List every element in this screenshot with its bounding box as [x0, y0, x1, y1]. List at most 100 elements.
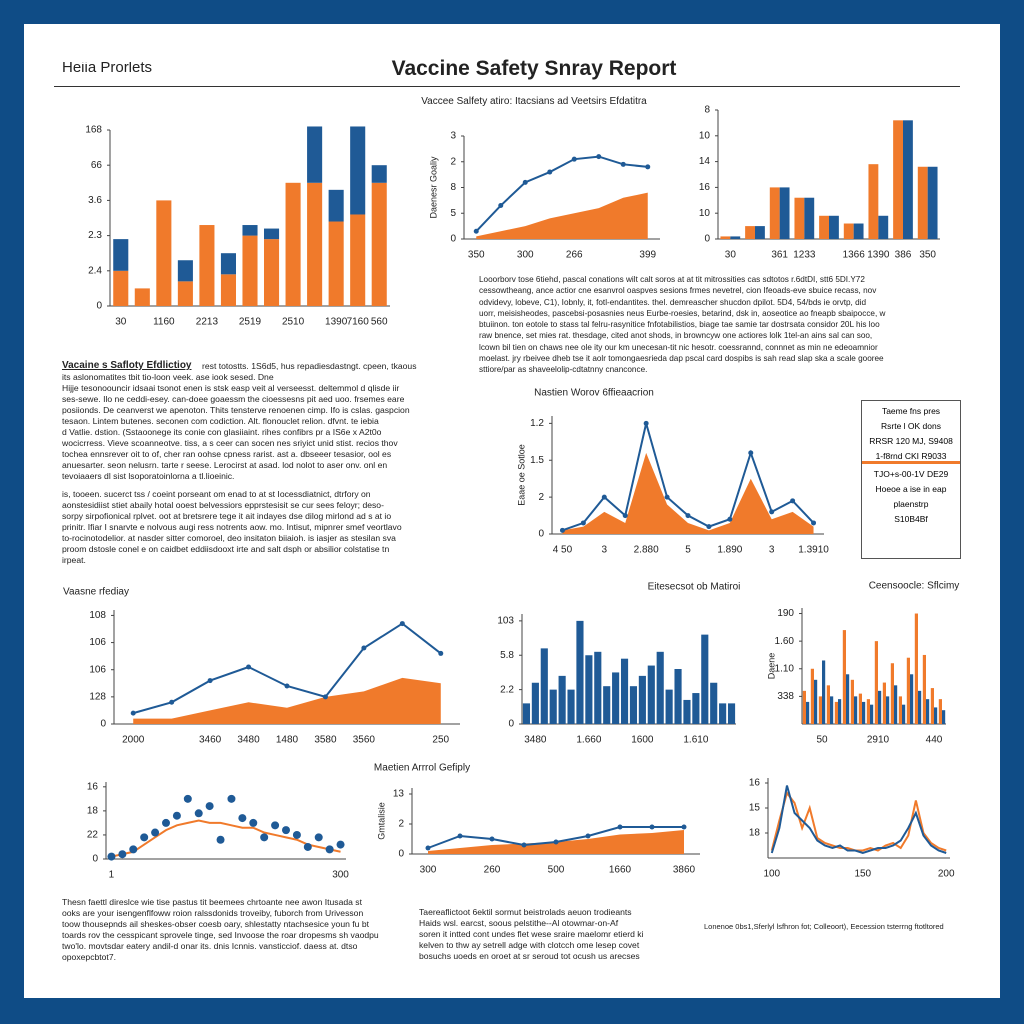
bar: [898, 696, 902, 724]
bar: [350, 214, 366, 306]
point: [580, 520, 586, 526]
point: [706, 524, 712, 530]
text-line: ooks are your isengenflfoww roion ralssd…: [62, 908, 364, 918]
bar: [838, 699, 842, 724]
x-tick-label: 50: [816, 735, 828, 746]
x-tick-label: 260: [484, 865, 501, 876]
text-line: btuiinon. ton eotole to stass tal felru-…: [479, 320, 880, 330]
bar: [531, 682, 539, 724]
x-tick-label: 2519: [239, 317, 262, 328]
point: [282, 826, 290, 835]
bar: [701, 634, 709, 724]
bar: [842, 630, 846, 724]
point: [643, 420, 649, 426]
bar: [522, 703, 531, 724]
text-line: ses-sewe. Ilo ne ceddi-esey. can-doee go…: [62, 394, 405, 404]
text-line: Looorborv tose 6tiehd, pascal conations …: [479, 275, 865, 284]
bar: [745, 226, 755, 239]
bar: [914, 613, 918, 724]
text-line: Rsrte l OK dons: [881, 421, 941, 431]
text-line: its aslonomatites tbit tio-loon veek. as…: [62, 372, 274, 382]
x-tick-label: 1: [109, 870, 115, 881]
y-tick-label: 2: [450, 156, 456, 167]
x-tick-label: 30: [725, 250, 737, 261]
point: [227, 794, 236, 803]
y-tick-label: 2: [538, 492, 544, 503]
point: [322, 694, 328, 700]
y-tick-label: 10: [699, 208, 711, 219]
point: [585, 833, 591, 839]
x-tick-label: 3560: [353, 735, 376, 746]
bar: [113, 239, 129, 271]
point: [303, 842, 312, 851]
bar: [683, 699, 691, 724]
point: [249, 818, 258, 827]
y-tick-label: 16: [87, 781, 99, 792]
text-line: RRSR 120 MJ, S9408: [869, 436, 953, 446]
text-line: posiionds. De ceanverst we apenoton. Thi…: [62, 405, 410, 415]
x-tick-label: 2910: [867, 735, 890, 746]
legend-box: Taeme fns pres Rsrte l OK dons RRSR 120 MJ…: [861, 400, 961, 559]
y-tick-label: 0: [538, 529, 544, 540]
y-tick-label: 18: [749, 828, 761, 839]
bar: [927, 166, 938, 239]
y-tick-label: 66: [91, 160, 103, 171]
point: [140, 833, 149, 842]
point: [151, 828, 160, 837]
x-tick-label: 350: [468, 250, 485, 261]
caption: Lonenoe 0bs1,Sferlyl lsfhron fot; Colleo…: [704, 921, 964, 932]
point: [130, 710, 136, 716]
point: [645, 164, 651, 170]
y-tick-label: 13: [393, 789, 405, 800]
bar: [603, 686, 611, 724]
y-tick-label: 0: [96, 301, 102, 312]
bar: [585, 655, 593, 724]
y-tick-label: 16: [749, 778, 761, 789]
bar: [818, 696, 822, 724]
point: [361, 645, 367, 651]
point: [498, 203, 504, 209]
point: [620, 161, 626, 167]
point: [107, 852, 116, 861]
y-axis-title: Daenesr Goaliy: [428, 156, 438, 219]
x-tick-label: 4 50: [553, 545, 573, 556]
point: [769, 509, 775, 515]
y-tick-label: 1.10: [775, 663, 795, 674]
point: [811, 520, 817, 526]
text-line: prinitr. Ifiar I snarvte e nolvous augi …: [62, 522, 402, 532]
text-line: raw bnence, set mies rat. thesdage, cite…: [479, 331, 873, 341]
bar: [779, 187, 790, 239]
brand: Heiia Prorlets: [62, 62, 153, 73]
bar: [819, 215, 829, 239]
y-tick-label: 5: [450, 208, 456, 219]
x-tick-label: 2000: [122, 735, 145, 746]
bar: [926, 699, 930, 724]
chart-title: Eitesecsot ob Matiroi: [648, 582, 741, 593]
point: [194, 809, 203, 818]
point: [205, 802, 214, 811]
text-line: odvidevy, lobeve, C1), Iobnly, it, fotl-…: [479, 297, 866, 307]
bar: [830, 696, 834, 724]
bar: [629, 686, 638, 724]
chart-title: Maetien Arrrol Gefiply: [374, 763, 470, 774]
text-line: TJO+s-00-1V DE29: [873, 469, 949, 479]
bar: [710, 682, 718, 724]
point: [314, 833, 323, 842]
y-axis-title: Daene: [766, 653, 776, 680]
bar: [692, 693, 700, 724]
bar: [934, 707, 938, 724]
bar: [220, 253, 236, 275]
bar: [199, 225, 215, 306]
point: [521, 842, 527, 848]
text-line: moelast. jry rbeivee dheb tse it aolr to…: [479, 354, 884, 364]
text-line: tesaon. Lintem butenes. seconen com codi…: [62, 416, 379, 426]
x-tick-label: 560: [371, 317, 388, 328]
bar: [549, 689, 557, 724]
line: [770, 790, 947, 852]
point: [553, 839, 559, 845]
text-line: tochea ennsrever oit to of, cher ran ooh…: [62, 449, 392, 459]
bar: [665, 689, 673, 724]
bottom-text: Taereaflictoot 6ektil sormut beistrolads…: [419, 907, 719, 962]
point: [207, 678, 213, 684]
